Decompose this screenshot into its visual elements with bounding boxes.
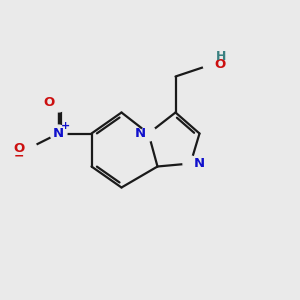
Text: N: N — [53, 127, 64, 140]
Text: −: − — [14, 149, 24, 163]
Text: O: O — [44, 95, 55, 109]
Circle shape — [203, 56, 220, 73]
Text: O: O — [214, 58, 226, 71]
Circle shape — [141, 126, 156, 141]
Circle shape — [50, 95, 67, 112]
Text: O: O — [14, 142, 25, 155]
Circle shape — [183, 156, 198, 171]
Text: N: N — [134, 127, 146, 140]
Circle shape — [50, 125, 67, 142]
Text: H: H — [216, 50, 226, 63]
Text: N: N — [193, 157, 205, 170]
Circle shape — [20, 140, 37, 157]
Text: +: + — [61, 121, 70, 131]
